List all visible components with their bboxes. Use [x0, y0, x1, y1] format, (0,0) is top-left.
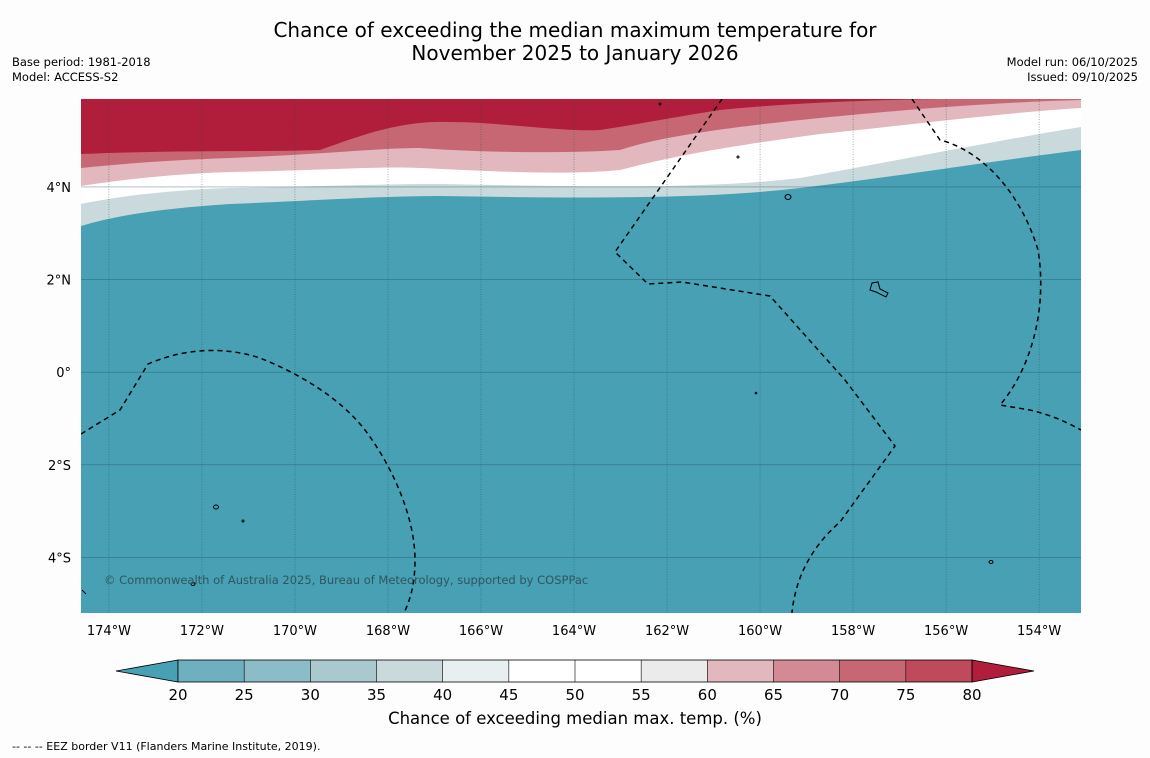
contour-band-80: [81, 99, 940, 154]
lon-tick-label: 164°W: [552, 624, 596, 639]
island-outline: [190, 582, 196, 586]
island-outline: [988, 560, 994, 564]
edge-mark: [81, 589, 87, 595]
eez-border-west: [81, 349, 416, 613]
island-dot: [241, 519, 245, 523]
islands: [190, 102, 994, 586]
eez-borders: [81, 99, 1081, 613]
model-name: ModelACCESS-S2: [12, 70, 151, 85]
eez-border-central: [614, 99, 896, 613]
island-dot: [658, 102, 662, 106]
lon-tick-label: 156°W: [924, 624, 968, 639]
lon-tick-label: 160°W: [738, 624, 782, 639]
title-line-1: Chance of exceeding the median maximum t…: [273, 18, 877, 42]
chart-title: Chance of exceeding the median maximum t…: [0, 19, 1150, 65]
longitude-labels: 174°W 172°W 170°W 168°W 166°W 164°W 162°W 160°W…: [87, 624, 1062, 639]
colorbar-label: Chance of exceeding median max. temp. (%…: [388, 709, 762, 728]
lat-tick-label: 0°: [56, 366, 71, 381]
lon-tick-label: 158°W: [831, 624, 875, 639]
metadata-left: Base period1981-2018 ModelACCESS-S2: [12, 55, 151, 85]
model-run: Model run06/10/2025: [1007, 55, 1138, 70]
graticule: [81, 99, 1081, 613]
lon-tick-label: 174°W: [87, 624, 131, 639]
island-outline: [784, 194, 792, 200]
lat-tick-label: 4°S: [48, 551, 71, 566]
lon-tick-label: 168°W: [366, 624, 410, 639]
lon-tick-label: 162°W: [645, 624, 689, 639]
island-dot: [736, 155, 740, 159]
lat-tick-label: 4°N: [47, 181, 72, 196]
eez-footnote: -- -- -- EEZ border V11 (Flanders Marine…: [12, 740, 321, 753]
atoll-outline: [869, 281, 889, 298]
lat-tick-label: 2°S: [48, 459, 71, 474]
eez-border-east: [911, 99, 1081, 431]
issued-date: Issued09/10/2025: [1007, 70, 1138, 85]
island-dot: [754, 391, 758, 395]
lat-tick-label: 2°N: [47, 274, 72, 289]
lon-tick-label: 166°W: [459, 624, 503, 639]
base-period: Base period1981-2018: [12, 55, 151, 70]
probability-map: © Commonwealth of Australia 2025, Bureau…: [47, 99, 1081, 639]
copyright-credit: © Commonwealth of Australia 2025, Bureau…: [104, 573, 588, 587]
lon-tick-label: 154°W: [1017, 624, 1061, 639]
map-field: © Commonwealth of Australia 2025, Bureau…: [81, 99, 1081, 613]
lon-tick-label: 170°W: [273, 624, 317, 639]
latitude-labels: 4°N 2°N 0° 2°S 4°S: [47, 181, 72, 566]
lon-tick-label: 172°W: [180, 624, 224, 639]
island-outline: [213, 504, 219, 510]
metadata-right: Model run06/10/2025 Issued09/10/2025: [1007, 55, 1138, 85]
title-line-2: November 2025 to January 2026: [411, 41, 739, 65]
